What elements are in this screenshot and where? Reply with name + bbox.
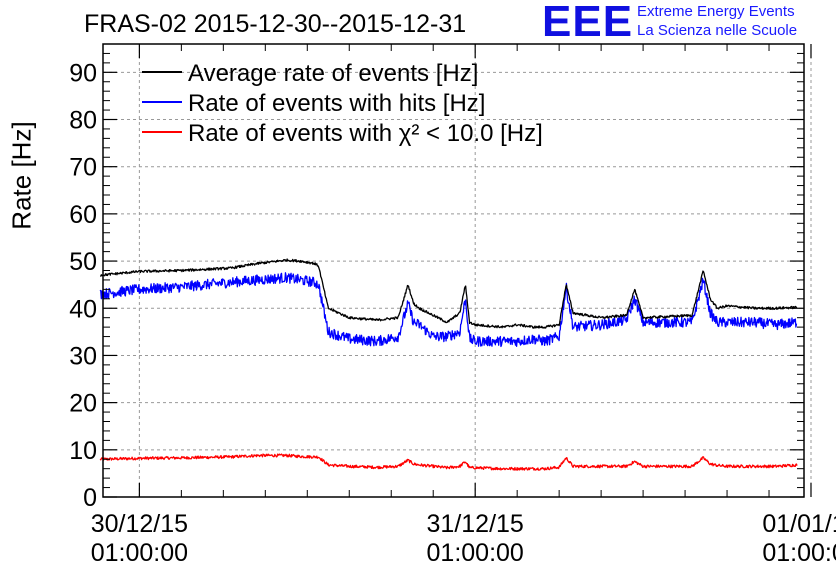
y-tick-label: 30 bbox=[69, 342, 97, 370]
logo-line-1: Extreme Energy Events bbox=[637, 3, 795, 20]
x-tick-date-label: 01/01/16 bbox=[762, 510, 836, 538]
y-tick-label: 40 bbox=[69, 295, 97, 323]
y-tick-label: 80 bbox=[69, 107, 97, 135]
legend-label-1: Average rate of events [Hz] bbox=[188, 60, 478, 87]
x-tick-time-label: 01:00:00 bbox=[762, 539, 836, 567]
y-tick-label: 60 bbox=[69, 201, 97, 229]
x-tick-time-label: 01:00:00 bbox=[91, 539, 188, 567]
y-axis-label-box: Rate [Hz] bbox=[2, 120, 42, 229]
y-tick-label: 70 bbox=[69, 154, 97, 182]
axis-ticks: 010203040506070809030/12/1501:00:0031/12… bbox=[69, 44, 836, 567]
y-tick-label: 20 bbox=[69, 390, 97, 418]
series-group bbox=[99, 258, 798, 471]
legend-label-3: Rate of events with χ² < 10.0 [Hz] bbox=[188, 120, 543, 147]
chart-title: FRAS-02 2015-12-30--2015-12-31 bbox=[84, 10, 467, 38]
legend-label-2: Rate of events with hits [Hz] bbox=[188, 90, 485, 117]
y-tick-label: 0 bbox=[83, 484, 97, 512]
grid-lines bbox=[103, 44, 812, 497]
eee-logo-mark: EEE bbox=[542, 0, 634, 46]
y-tick-label: 90 bbox=[69, 59, 97, 87]
legend: Average rate of events [Hz] Rate of event… bbox=[142, 60, 543, 147]
x-tick-date-label: 30/12/15 bbox=[91, 510, 188, 538]
y-axis-label: Rate [Hz] bbox=[6, 121, 37, 230]
y-tick-label: 10 bbox=[69, 437, 97, 465]
x-tick-date-label: 31/12/15 bbox=[427, 510, 524, 538]
x-tick-time-label: 01:00:00 bbox=[427, 539, 524, 567]
series-line-1 bbox=[100, 258, 798, 329]
series-line-3 bbox=[99, 453, 798, 471]
y-tick-label: 50 bbox=[69, 248, 97, 276]
logo-line-2: La Scienza nelle Scuole bbox=[637, 22, 798, 39]
series-line-2 bbox=[99, 272, 798, 348]
